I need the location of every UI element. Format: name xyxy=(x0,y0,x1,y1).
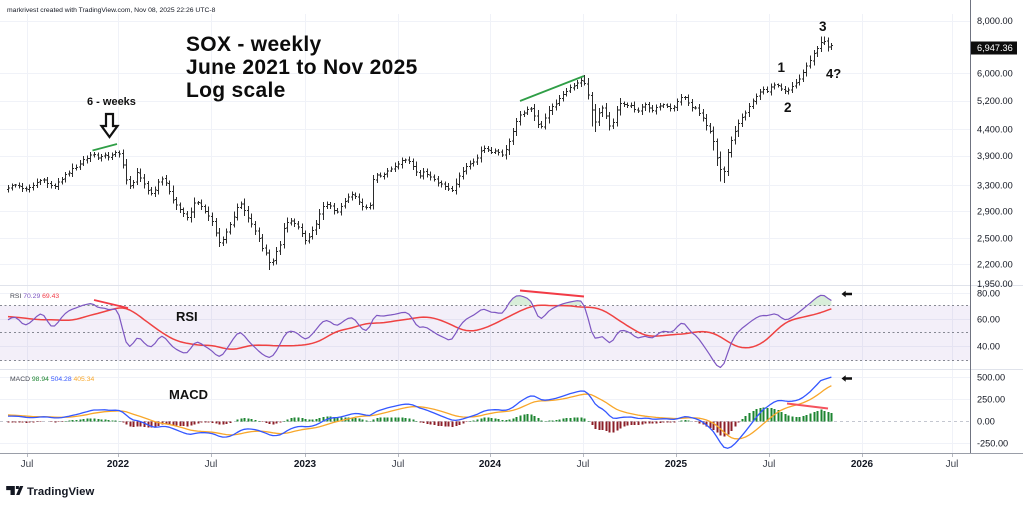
svg-text:2024: 2024 xyxy=(479,459,502,470)
svg-text:Log scale: Log scale xyxy=(186,79,286,102)
svg-text:2,500.00: 2,500.00 xyxy=(977,234,1013,244)
svg-text:Jul: Jul xyxy=(946,459,959,470)
svg-text:SOX - weekly: SOX - weekly xyxy=(186,33,322,56)
svg-text:60.00: 60.00 xyxy=(977,315,1000,325)
svg-text:40.00: 40.00 xyxy=(977,342,1000,352)
svg-text:markrivest created with Tradin: markrivest created with TradingView.com,… xyxy=(7,7,216,14)
svg-text:RSI 70.29 69.43: RSI 70.29 69.43 xyxy=(10,293,59,300)
svg-text:8,000.00: 8,000.00 xyxy=(977,16,1013,26)
svg-text:1: 1 xyxy=(778,60,786,75)
svg-text:1,950.00: 1,950.00 xyxy=(977,279,1013,289)
svg-text:3: 3 xyxy=(819,19,827,34)
svg-text:2,200.00: 2,200.00 xyxy=(977,260,1013,270)
svg-text:4,400.00: 4,400.00 xyxy=(977,125,1013,135)
svg-text:Jul: Jul xyxy=(763,459,776,470)
svg-text:-250.00: -250.00 xyxy=(977,439,1008,449)
svg-text:June 2021 to Nov 2025: June 2021 to Nov 2025 xyxy=(186,56,418,79)
svg-text:500.00: 500.00 xyxy=(977,373,1005,383)
svg-text:80.00: 80.00 xyxy=(977,289,1000,299)
svg-text:3,300.00: 3,300.00 xyxy=(977,181,1013,191)
svg-text:RSI: RSI xyxy=(176,309,198,324)
svg-text:2022: 2022 xyxy=(107,459,130,470)
svg-text:6,000.00: 6,000.00 xyxy=(977,69,1013,79)
svg-text:2023: 2023 xyxy=(294,459,317,470)
svg-text:Jul: Jul xyxy=(205,459,218,470)
svg-text:250.00: 250.00 xyxy=(977,395,1005,405)
svg-text:MACD: MACD xyxy=(169,387,208,402)
svg-text:0.00: 0.00 xyxy=(977,417,995,427)
svg-text:6 - weeks: 6 - weeks xyxy=(87,96,136,108)
svg-text:Jul: Jul xyxy=(21,459,34,470)
svg-text:2026: 2026 xyxy=(851,459,874,470)
svg-text:5,200.00: 5,200.00 xyxy=(977,96,1013,106)
svg-text:3,900.00: 3,900.00 xyxy=(977,151,1013,161)
svg-text:Jul: Jul xyxy=(392,459,405,470)
svg-text:TradingView: TradingView xyxy=(27,486,95,498)
svg-text:MACD 98.94 504.28 405.34: MACD 98.94 504.28 405.34 xyxy=(10,376,95,383)
svg-text:6,947.36: 6,947.36 xyxy=(977,43,1013,53)
svg-text:Jul: Jul xyxy=(577,459,590,470)
svg-text:2: 2 xyxy=(784,100,792,115)
svg-text:2,900.00: 2,900.00 xyxy=(977,207,1013,217)
svg-text:4?: 4? xyxy=(826,66,841,81)
svg-text:2025: 2025 xyxy=(665,459,688,470)
